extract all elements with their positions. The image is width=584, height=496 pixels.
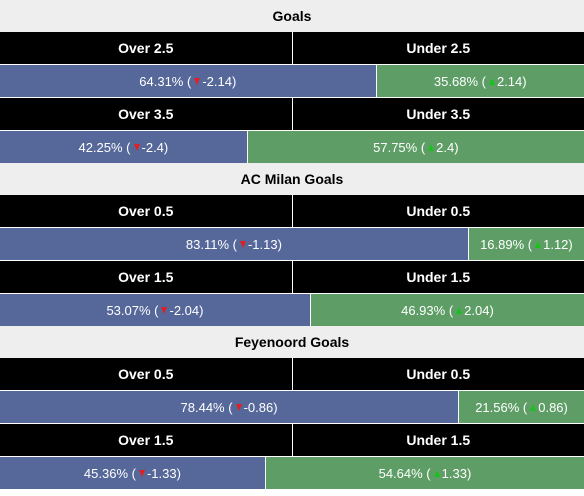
up-arrow-icon (428, 143, 435, 151)
over-change: -2.04 (169, 302, 200, 318)
over-change: -2.14 (202, 73, 232, 89)
over-percent: 42.25% (78, 139, 123, 155)
up-arrow-icon (488, 77, 495, 85)
up-arrow-icon (456, 306, 463, 314)
over-bar: 78.44% (-0.86) (0, 391, 459, 423)
under-label: Under 0.5 (291, 195, 584, 227)
probability-bar: 45.36% (-1.33) 54.64% (1.33) (0, 457, 584, 489)
probability-bar: 64.31% (-2.14) 35.68% (2.14) (0, 65, 584, 97)
over-label: Over 3.5 (118, 106, 174, 122)
over-percent: 45.36% (83, 465, 129, 481)
under-percent: 54.64% (378, 465, 423, 481)
market-header: Over 1.5 Under 1.5 (0, 261, 584, 293)
probability-bar: 83.11% (-1.13) 16.89% (1.12) (0, 228, 584, 260)
over-label: Over 1.5 (118, 269, 174, 285)
over-percent: 83.11% (185, 236, 230, 252)
up-arrow-icon (433, 469, 440, 477)
under-label: Under 2.5 (291, 32, 584, 64)
under-percent: 46.93% (401, 302, 446, 318)
up-arrow-icon (535, 240, 542, 248)
over-percent: 64.31% (139, 73, 184, 89)
under-percent: 57.75% (373, 139, 418, 155)
down-arrow-icon (194, 77, 201, 85)
under-bar: 46.93% (2.04) (309, 294, 584, 326)
feyenoord-goals-section: Feyenoord Goals Over 0.5 Under 0.5 78.44… (0, 326, 584, 489)
up-arrow-icon (530, 403, 537, 411)
section-title: Goals (0, 0, 584, 32)
under-change: 0.86 (538, 399, 564, 415)
market-header: Over 0.5 Under 0.5 (0, 195, 584, 227)
goals-section: Goals Over 2.5 Under 2.5 64.31% (-2.14) … (0, 0, 584, 163)
under-bar: 54.64% (1.33) (264, 457, 584, 489)
over-percent: 53.07% (106, 302, 151, 318)
down-arrow-icon (235, 403, 242, 411)
under-label: Under 1.5 (291, 261, 584, 293)
over-label: Over 2.5 (118, 40, 174, 56)
probability-bar: 78.44% (-0.86) 21.56% (0.86) (0, 391, 584, 423)
over-bar: 45.36% (-1.33) (0, 457, 265, 489)
under-label: Under 3.5 (291, 98, 584, 130)
under-change: 2.4 (436, 139, 455, 155)
under-label: Under 0.5 (291, 358, 584, 390)
under-percent: 21.56% (475, 399, 520, 415)
probability-bar: 53.07% (-2.04) 46.93% (2.04) (0, 294, 584, 326)
market-header: Over 3.5 Under 3.5 (0, 98, 584, 130)
under-change: 1.33 (441, 465, 467, 481)
under-bar: 16.89% (1.12) (467, 228, 584, 260)
section-title: AC Milan Goals (0, 163, 584, 195)
over-bar: 64.31% (-2.14) (0, 65, 376, 97)
market-header: Over 0.5 Under 0.5 (0, 358, 584, 390)
under-label: Under 1.5 (291, 424, 584, 456)
under-percent: 16.89% (480, 236, 525, 252)
under-bar: 57.75% (2.4) (246, 131, 584, 163)
over-change: -2.4 (141, 139, 164, 155)
over-change: -0.86 (243, 399, 274, 415)
down-arrow-icon (239, 240, 246, 248)
under-change: 2.14 (496, 73, 523, 89)
over-bar: 42.25% (-2.4) (0, 131, 247, 163)
down-arrow-icon (138, 469, 145, 477)
down-arrow-icon (133, 143, 140, 151)
over-bar: 53.07% (-2.04) (0, 294, 310, 326)
under-bar: 35.68% (2.14) (375, 65, 584, 97)
market-header: Over 2.5 Under 2.5 (0, 32, 584, 64)
section-title: Feyenoord Goals (0, 326, 584, 358)
over-label: Over 1.5 (118, 432, 174, 448)
over-label: Over 0.5 (118, 366, 174, 382)
down-arrow-icon (161, 306, 168, 314)
under-bar: 21.56% (0.86) (458, 391, 584, 423)
over-label: Over 0.5 (118, 203, 174, 219)
over-bar: 83.11% (-1.13) (0, 228, 468, 260)
under-change: 2.04 (464, 302, 490, 318)
over-change: -1.33 (146, 465, 177, 481)
under-percent: 35.68% (433, 73, 479, 89)
market-header: Over 1.5 Under 1.5 (0, 424, 584, 456)
probability-bar: 42.25% (-2.4) 57.75% (2.4) (0, 131, 584, 163)
over-percent: 78.44% (180, 399, 225, 415)
over-change: -1.13 (247, 236, 278, 252)
ac-milan-goals-section: AC Milan Goals Over 0.5 Under 0.5 83.11%… (0, 163, 584, 326)
under-change: 1.12 (543, 236, 569, 252)
